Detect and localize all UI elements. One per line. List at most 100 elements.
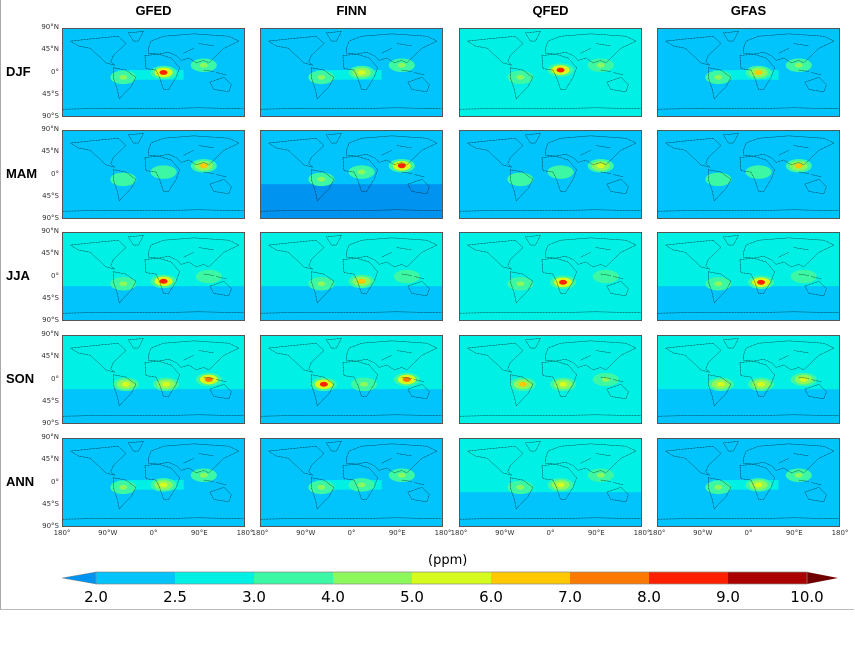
colorbar-tick-label: 4.0 bbox=[321, 588, 345, 606]
lat-tick-label: 45°S bbox=[42, 191, 59, 200]
map-panel-jja-gfas bbox=[657, 232, 840, 321]
emission-hotspot bbox=[757, 381, 766, 387]
emission-hotspot bbox=[159, 482, 168, 488]
column-header-qfed: QFED bbox=[532, 3, 569, 18]
colorbar-tick-label: 6.0 bbox=[479, 588, 503, 606]
colorbar-extend-low bbox=[61, 571, 97, 585]
emission-hotspot bbox=[556, 67, 565, 73]
emission-hotspot bbox=[199, 163, 208, 169]
emission-hotspot bbox=[121, 381, 130, 387]
map-panel-djf-gfas bbox=[657, 28, 840, 117]
emission-hotspot bbox=[556, 169, 565, 175]
map-panel-djf-gfed bbox=[62, 28, 245, 117]
emission-hotspot bbox=[360, 381, 369, 387]
colorbar-extend-high bbox=[807, 572, 838, 584]
emission-hotspot bbox=[357, 70, 366, 75]
emission-hotspot bbox=[317, 484, 326, 490]
row-header-jja: JJA bbox=[6, 268, 30, 283]
emission-hotspot bbox=[754, 70, 763, 75]
emission-hotspot bbox=[199, 62, 208, 68]
colorbar-segment bbox=[412, 572, 491, 584]
lat-tick-label: 90°N bbox=[41, 227, 59, 235]
colorbar-segment bbox=[175, 572, 254, 584]
lat-tick-label: 45°N bbox=[41, 455, 59, 464]
emission-hotspot bbox=[714, 484, 723, 490]
colorbar-segment bbox=[649, 572, 728, 584]
colorbar-segment bbox=[333, 572, 412, 584]
lon-tick-label: 180° bbox=[633, 529, 651, 537]
map-panel-mam-qfed bbox=[459, 130, 642, 219]
lon-tick-label: 90°W bbox=[98, 529, 118, 537]
emission-hotspot bbox=[516, 281, 525, 287]
emission-hotspot bbox=[716, 381, 725, 387]
emission-hotspot bbox=[162, 381, 171, 387]
map-panel-son-gfas bbox=[657, 335, 840, 424]
lat-tick-label: 90°S bbox=[42, 522, 59, 530]
emission-hotspot bbox=[357, 169, 366, 175]
emission-hotspot bbox=[754, 482, 763, 488]
emission-hotspot bbox=[596, 62, 605, 68]
map-panel-ann-gfed bbox=[62, 438, 245, 527]
tropical-band bbox=[713, 274, 779, 284]
lat-tick-label: 45°N bbox=[41, 147, 59, 156]
map-panel-mam-gfas bbox=[657, 130, 840, 219]
emission-hotspot bbox=[559, 381, 568, 387]
tropical-band bbox=[713, 172, 779, 182]
lon-tick-label: 90°E bbox=[388, 529, 406, 537]
lon-tick-label: 90°W bbox=[495, 529, 515, 537]
emission-hotspot bbox=[516, 176, 525, 182]
column-header-finn: FINN bbox=[336, 3, 367, 18]
emission-hotspot bbox=[357, 278, 366, 284]
lat-tick-label: 0° bbox=[51, 477, 59, 486]
map-panel-ann-gfas bbox=[657, 438, 840, 527]
lon-tick-label: 180° bbox=[450, 529, 468, 537]
figure-frame bbox=[0, 0, 854, 610]
lon-tick-label: 0° bbox=[546, 529, 555, 537]
map-panel-jja-finn bbox=[260, 232, 443, 321]
emission-hotspot bbox=[402, 377, 411, 382]
tropical-band bbox=[515, 172, 581, 182]
map-panel-son-qfed bbox=[459, 335, 642, 424]
emission-hotspot bbox=[794, 472, 803, 478]
lon-tick-label: 0° bbox=[347, 529, 356, 537]
emission-hotspot bbox=[601, 274, 610, 279]
lat-tick-label: 0° bbox=[51, 169, 59, 178]
lat-tick-label: 45°S bbox=[42, 499, 59, 508]
emission-hotspot bbox=[799, 377, 808, 382]
emission-hotspot bbox=[596, 163, 605, 169]
lon-tick-label: 0° bbox=[744, 529, 753, 537]
lon-tick-label: 180° bbox=[236, 529, 254, 537]
lat-tick-label: 90°N bbox=[41, 125, 59, 133]
lat-tick-label: 45°N bbox=[41, 352, 59, 361]
emission-hotspot bbox=[119, 281, 128, 287]
lat-tick-label: 0° bbox=[51, 374, 59, 383]
emission-hotspot bbox=[119, 176, 128, 182]
emission-hotspot bbox=[159, 278, 168, 284]
colorbar-segment bbox=[570, 572, 649, 584]
lon-tick-label: 180° bbox=[251, 529, 269, 537]
emission-hotspot bbox=[757, 279, 766, 285]
emission-hotspot bbox=[794, 62, 803, 68]
colorbar-tick-label: 2.5 bbox=[163, 588, 187, 606]
lat-tick-label: 0° bbox=[51, 271, 59, 280]
emission-hotspot bbox=[714, 74, 723, 80]
emission-hotspot bbox=[518, 381, 527, 387]
lat-tick-label: 90°N bbox=[41, 23, 59, 31]
emission-hotspot bbox=[714, 176, 723, 182]
lat-tick-label: 90°S bbox=[42, 112, 59, 120]
lon-tick-label: 90°E bbox=[190, 529, 208, 537]
emission-hotspot bbox=[397, 62, 406, 68]
colorbar-tick-label: 10.0 bbox=[790, 588, 824, 606]
colorbar-unit-label: (ppm) bbox=[428, 553, 468, 568]
column-header-gfas: GFAS bbox=[730, 3, 767, 18]
emission-hotspot bbox=[159, 169, 168, 175]
map-panel-jja-qfed bbox=[459, 232, 642, 321]
lon-tick-label: 180° bbox=[831, 529, 849, 537]
emission-hotspot bbox=[317, 176, 326, 182]
tropical-band bbox=[118, 274, 184, 284]
tropical-band bbox=[118, 70, 184, 80]
map-panel-djf-qfed bbox=[459, 28, 642, 117]
lon-tick-label: 90°W bbox=[693, 529, 713, 537]
colorbar-tick-label: 2.0 bbox=[84, 588, 108, 606]
